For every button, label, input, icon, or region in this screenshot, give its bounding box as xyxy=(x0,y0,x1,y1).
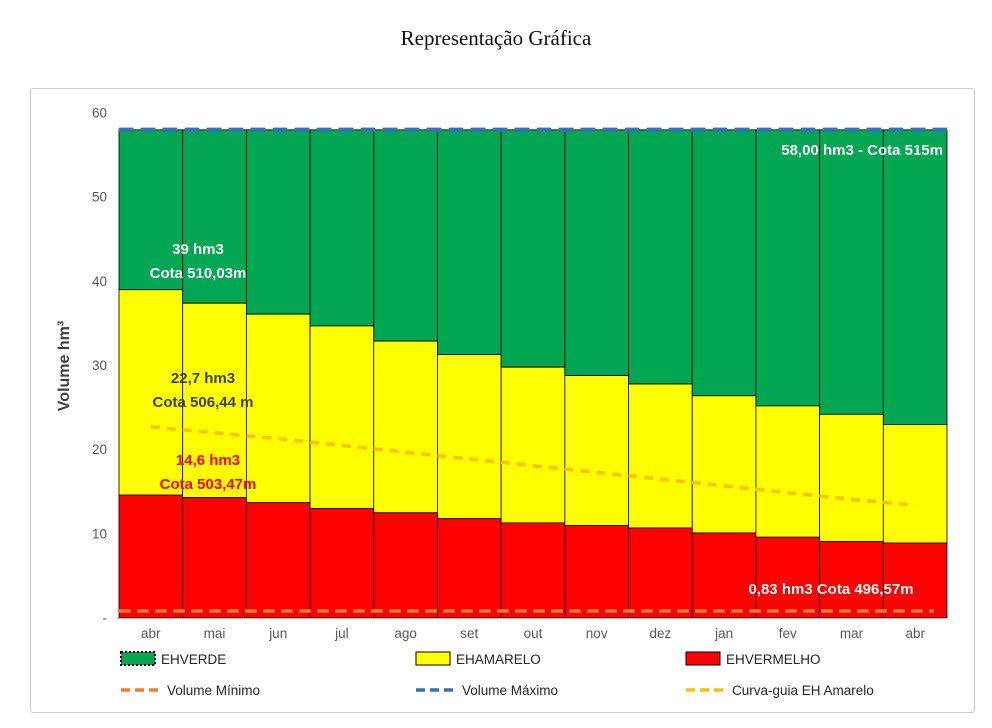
ehvermelho-segment xyxy=(564,525,629,619)
legend-swatch-ehamarelo xyxy=(415,651,451,666)
annotation-vermelho-label: 14,6 hm3 xyxy=(176,452,240,469)
annotation-vermelho-label: Cota 503,47m xyxy=(160,476,257,493)
ehvermelho-segment xyxy=(309,508,375,619)
ehvermelho-segment xyxy=(628,527,693,619)
ehvermelho-segment xyxy=(819,541,884,619)
ehamarelo-segment xyxy=(564,375,629,526)
ehamarelo-segment xyxy=(245,313,311,504)
ehvermelho-segment xyxy=(882,542,948,619)
annotation-verde-label: 39 hm3 xyxy=(172,241,224,258)
ehamarelo-segment xyxy=(309,325,375,509)
annotation-amarelo-label: 22,7 hm3 xyxy=(171,370,235,387)
ehamarelo-segment xyxy=(118,289,184,496)
x-axis-label: abr xyxy=(141,626,161,641)
y-tick-label: 10 xyxy=(92,526,107,541)
legend-label: Curva-guia EH Amarelo xyxy=(732,683,874,698)
y-axis-title: Volume hm³ xyxy=(56,321,73,411)
legend-swatch-ehvermelho xyxy=(685,651,721,666)
x-axis-label: nov xyxy=(586,626,608,641)
legend-label: Volume Máximo xyxy=(462,683,558,698)
volume-chart: 60 50 40 30 20 10 - abr mai jun jul ago set out nov dez… xyxy=(56,106,948,698)
ehvermelho-segment xyxy=(755,536,821,619)
ehamarelo-segment xyxy=(691,395,757,534)
y-tick-label: 20 xyxy=(92,442,107,457)
ehverde-segment xyxy=(882,129,948,425)
y-tick-label: 50 xyxy=(92,190,107,205)
x-axis-label: ago xyxy=(394,626,417,641)
ehverde-segment xyxy=(118,129,184,291)
ehverde-segment xyxy=(819,129,884,415)
ehverde-segment xyxy=(373,129,438,342)
ehvermelho-segment xyxy=(182,497,247,619)
annotation-max-label: 58,00 hm3 - Cota 515m xyxy=(781,142,943,159)
x-axis-label: mar xyxy=(840,626,864,641)
ehamarelo-segment xyxy=(373,340,438,514)
ehverde-segment xyxy=(245,129,311,315)
y-tick-label: 60 xyxy=(92,106,107,121)
ehamarelo-segment xyxy=(628,383,693,529)
ehamarelo-segment xyxy=(182,302,247,499)
legend-label: Volume Mínimo xyxy=(167,683,260,698)
ehvermelho-segment xyxy=(373,512,438,619)
ehvermelho-segment xyxy=(437,518,502,619)
x-axis-label: set xyxy=(460,626,478,641)
ehverde-segment xyxy=(500,129,566,368)
ehverde-segment xyxy=(755,129,821,407)
page: Representação Gráfica 60 50 40 30 20 10 - abr ma… xyxy=(0,0,992,713)
ehverde-segment xyxy=(182,129,247,304)
ehvermelho-segment xyxy=(118,494,184,619)
x-axis-label: jan xyxy=(714,626,733,641)
legend-swatch-ehverde xyxy=(120,651,156,666)
curva-guia-line xyxy=(150,425,916,507)
y-tick-label: 40 xyxy=(92,274,107,289)
annotation-amarelo-label: Cota 506,44 m xyxy=(153,394,254,411)
legend-label: EHAMARELO xyxy=(456,652,541,667)
ehverde-segment xyxy=(437,129,502,355)
legend-label: EHVERDE xyxy=(161,652,226,667)
page-title: Representação Gráfica xyxy=(400,26,592,50)
ehvermelho-segment xyxy=(500,522,566,619)
legend-label: EHVERMELHO xyxy=(726,652,821,667)
x-axis-label: jun xyxy=(268,626,287,641)
x-axis-label: abr xyxy=(905,626,925,641)
ehvermelho-segment xyxy=(245,502,311,619)
x-axis-label: fev xyxy=(779,626,797,641)
ehamarelo-segment xyxy=(500,366,566,524)
ehamarelo-segment xyxy=(755,405,821,538)
annotation-min-label: 0,83 hm3 Cota 496,57m xyxy=(748,581,913,598)
ehvermelho-segment xyxy=(691,532,757,619)
ehamarelo-segment xyxy=(437,354,502,520)
ehverde-segment xyxy=(628,129,693,385)
ehverde-segment xyxy=(691,129,757,397)
ehverde-segment xyxy=(309,129,375,327)
ehverde-segment xyxy=(564,129,629,377)
y-tick-label: - xyxy=(103,611,108,626)
y-tick-label: 30 xyxy=(92,358,107,373)
x-axis-label: jul xyxy=(334,626,349,641)
ehamarelo-segment xyxy=(882,424,948,544)
annotation-verde-label: Cota 510,03m xyxy=(150,265,247,282)
ehamarelo-segment xyxy=(819,413,884,542)
x-axis-label: dez xyxy=(650,626,672,641)
x-axis-label: out xyxy=(524,626,543,641)
x-axis-label: mai xyxy=(204,626,226,641)
chart-frame: 60 50 40 30 20 10 - abr mai jun jul ago set out nov dez… xyxy=(30,88,975,713)
